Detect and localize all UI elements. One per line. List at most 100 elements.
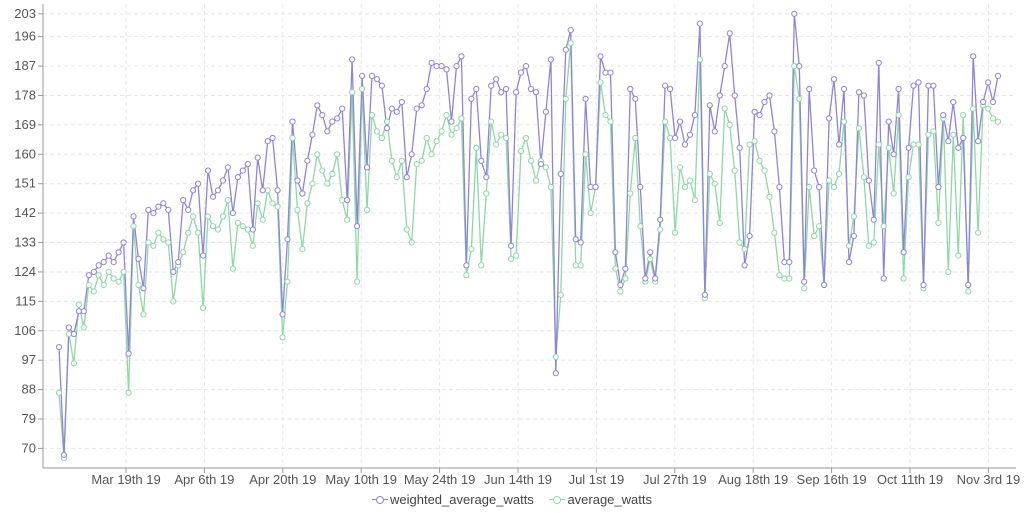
data-point-weighted-average-watts[interactable] [806,85,813,93]
data-point-average-watts[interactable] [423,134,430,142]
data-point-average-watts[interactable] [975,229,982,236]
data-point-average-watts[interactable] [254,200,261,207]
data-point-average-watts[interactable] [244,226,251,233]
data-point-average-watts[interactable] [587,210,594,217]
data-point-average-watts[interactable] [617,288,624,295]
data-point-average-watts[interactable] [334,151,341,158]
data-point-weighted-average-watts[interactable] [244,161,251,168]
data-point-average-watts[interactable] [602,112,609,119]
data-point-weighted-average-watts[interactable] [508,242,515,249]
data-point-average-watts[interactable] [185,229,192,236]
data-point-average-watts[interactable] [726,121,733,129]
data-point-average-watts[interactable] [155,229,162,236]
data-point-weighted-average-watts[interactable] [935,183,942,191]
data-point-average-watts[interactable] [135,281,142,289]
data-point-weighted-average-watts[interactable] [254,154,261,161]
data-point-weighted-average-watts[interactable] [587,183,594,191]
data-point-weighted-average-watts[interactable] [80,308,87,315]
data-point-weighted-average-watts[interactable] [562,46,569,53]
data-point-average-watts[interactable] [776,272,783,279]
data-point-weighted-average-watts[interactable] [557,170,564,177]
data-point-weighted-average-watts[interactable] [60,451,68,458]
data-point-weighted-average-watts[interactable] [438,63,445,70]
data-point-weighted-average-watts[interactable] [632,95,639,102]
data-point-weighted-average-watts[interactable] [726,30,733,37]
data-point-weighted-average-watts[interactable] [344,197,351,204]
data-point-average-watts[interactable] [756,157,763,164]
data-point-weighted-average-watts[interactable] [622,265,629,272]
data-point-weighted-average-watts[interactable] [830,76,838,83]
data-point-weighted-average-watts[interactable] [155,203,162,210]
data-point-weighted-average-watts[interactable] [840,85,848,93]
data-point-weighted-average-watts[interactable] [209,193,217,200]
data-point-average-watts[interactable] [662,118,669,125]
data-point-average-watts[interactable] [806,183,813,191]
data-point-weighted-average-watts[interactable] [458,53,465,60]
data-point-weighted-average-watts[interactable] [940,112,947,119]
data-point-average-watts[interactable] [706,170,713,177]
data-point-weighted-average-watts[interactable] [150,210,157,217]
data-point-average-watts[interactable] [239,223,246,230]
data-point-average-watts[interactable] [274,203,281,210]
data-point-average-watts[interactable] [90,288,97,295]
data-point-average-watts[interactable] [870,239,877,246]
data-point-average-watts[interactable] [324,180,331,187]
data-point-weighted-average-watts[interactable] [786,259,793,266]
data-point-average-watts[interactable] [284,278,291,285]
data-point-weighted-average-watts[interactable] [110,259,117,266]
data-point-weighted-average-watts[interactable] [572,236,579,243]
data-point-weighted-average-watts[interactable] [105,252,112,259]
data-point-weighted-average-watts[interactable] [423,85,430,93]
data-point-weighted-average-watts[interactable] [234,174,241,181]
data-point-weighted-average-watts[interactable] [985,79,992,86]
data-point-average-watts[interactable] [637,223,644,230]
data-point-weighted-average-watts[interactable] [657,216,664,223]
data-point-weighted-average-watts[interactable] [195,180,202,187]
data-point-weighted-average-watts[interactable] [701,291,709,298]
data-point-average-watts[interactable] [125,389,132,396]
data-point-average-watts[interactable] [294,206,301,213]
data-point-average-watts[interactable] [930,128,937,135]
data-point-weighted-average-watts[interactable] [602,69,609,76]
data-point-average-watts[interactable] [711,180,718,187]
data-point-weighted-average-watts[interactable] [592,183,599,191]
data-point-average-watts[interactable] [478,262,485,269]
data-point-average-watts[interactable] [100,281,107,289]
data-point-average-watts[interactable] [751,138,758,145]
data-point-average-watts[interactable] [721,105,728,112]
data-point-weighted-average-watts[interactable] [672,134,679,142]
data-point-average-watts[interactable] [577,262,584,269]
data-point-weighted-average-watts[interactable] [180,197,187,204]
data-point-weighted-average-watts[interactable] [388,105,395,112]
data-point-weighted-average-watts[interactable] [711,128,718,135]
data-point-weighted-average-watts[interactable] [403,174,410,181]
data-point-average-watts[interactable] [453,125,460,132]
data-point-average-watts[interactable] [989,115,997,122]
data-point-weighted-average-watts[interactable] [900,249,907,256]
data-point-weighted-average-watts[interactable] [816,183,823,191]
data-point-weighted-average-watts[interactable] [552,370,559,377]
data-point-weighted-average-watts[interactable] [989,98,997,106]
data-point-average-watts[interactable] [676,164,684,171]
data-point-weighted-average-watts[interactable] [259,187,266,194]
data-point-average-watts[interactable] [373,128,381,135]
data-point-average-watts[interactable] [691,197,699,204]
data-point-weighted-average-watts[interactable] [731,92,738,99]
data-point-weighted-average-watts[interactable] [274,187,281,194]
data-point-weighted-average-watts[interactable] [130,213,137,220]
data-point-weighted-average-watts[interactable] [408,151,415,158]
data-point-average-watts[interactable] [368,112,376,119]
data-point-average-watts[interactable] [170,298,177,305]
data-point-weighted-average-watts[interactable] [269,134,276,142]
data-point-average-watts[interactable] [413,161,420,168]
data-point-weighted-average-watts[interactable] [870,216,877,223]
data-point-average-watts[interactable] [264,187,271,194]
data-point-weighted-average-watts[interactable] [513,89,520,96]
data-point-average-watts[interactable] [796,95,803,102]
data-point-weighted-average-watts[interactable] [359,72,366,80]
data-point-weighted-average-watts[interactable] [885,118,892,125]
data-point-average-watts[interactable] [433,138,440,145]
data-point-average-watts[interactable] [483,190,490,197]
data-point-weighted-average-watts[interactable] [895,85,902,93]
data-point-weighted-average-watts[interactable] [945,138,952,145]
